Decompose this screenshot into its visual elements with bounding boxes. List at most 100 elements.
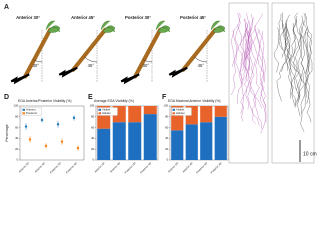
root-trace bbox=[231, 30, 236, 96]
root-trace bbox=[253, 28, 262, 129]
bar-segment bbox=[128, 106, 142, 123]
data-point bbox=[28, 138, 32, 141]
root-trace bbox=[292, 22, 304, 91]
bar-segment bbox=[200, 106, 213, 123]
root-trace bbox=[282, 24, 295, 107]
data-point bbox=[56, 123, 60, 126]
y-axis-label: Percentage bbox=[5, 124, 9, 141]
legend-swatch bbox=[98, 108, 101, 111]
root-trace bbox=[287, 15, 298, 71]
bar-segment bbox=[143, 114, 157, 160]
root-trace bbox=[276, 27, 288, 102]
stake bbox=[71, 28, 107, 72]
arrow bbox=[10, 73, 30, 85]
angle-label: 30° bbox=[143, 63, 150, 68]
y-tick-label: 0 bbox=[93, 158, 95, 162]
data-point bbox=[44, 144, 48, 148]
root-trace bbox=[281, 20, 292, 99]
root-trace bbox=[281, 25, 291, 72]
root-trace bbox=[297, 26, 310, 104]
leaves bbox=[100, 20, 116, 33]
legend-swatch bbox=[172, 108, 175, 111]
panel-label: E bbox=[88, 94, 93, 101]
legend-label: Posterior bbox=[26, 111, 37, 115]
bar-segment bbox=[143, 106, 157, 115]
figure: ABCDEFAnterior 30°30°Anterior 45°45°Post… bbox=[4, 2, 317, 175]
leaves bbox=[155, 20, 171, 33]
angle-label: 30° bbox=[33, 63, 40, 68]
root-trace bbox=[277, 13, 284, 51]
stake bbox=[23, 28, 52, 79]
leaves bbox=[45, 20, 61, 33]
data-point bbox=[40, 118, 44, 122]
bar-segment bbox=[128, 122, 142, 160]
root-trace bbox=[303, 13, 313, 98]
arrow bbox=[58, 66, 78, 78]
root-trace bbox=[244, 29, 256, 60]
root-trace bbox=[245, 27, 267, 108]
root-trace bbox=[260, 31, 267, 134]
root-trace bbox=[273, 12, 284, 73]
stake bbox=[133, 28, 162, 79]
chart-title: Average EGA Visibility (%) bbox=[94, 99, 134, 103]
y-tick-label: 0 bbox=[17, 158, 19, 162]
legend-swatch bbox=[22, 112, 25, 115]
legend-label: Hidden bbox=[176, 111, 185, 115]
subpanel-title: Posterior 30° bbox=[125, 15, 151, 20]
root-trace bbox=[285, 22, 296, 106]
legend-label: Anterior bbox=[26, 108, 36, 112]
y-tick-label: 60 bbox=[91, 125, 95, 129]
bar-segment bbox=[214, 116, 227, 160]
scale-bar-label: 10 cm bbox=[303, 151, 317, 157]
stake bbox=[181, 28, 217, 72]
root-trace bbox=[247, 27, 260, 127]
y-tick-label: 80 bbox=[91, 115, 95, 119]
y-tick-label: 40 bbox=[15, 136, 19, 140]
legend-swatch bbox=[98, 112, 101, 115]
chart-title: EGA Anterior/Posterior Visibility (%) bbox=[18, 99, 71, 103]
legend-box bbox=[21, 107, 42, 116]
root-trace bbox=[292, 12, 302, 108]
root-trace bbox=[232, 12, 244, 81]
legend-box bbox=[171, 107, 192, 116]
angle-label: 45° bbox=[198, 63, 205, 68]
y-tick-label: 100 bbox=[14, 104, 19, 108]
data-point bbox=[72, 116, 76, 120]
subpanel-title: Anterior 45° bbox=[71, 15, 95, 20]
angle-arc bbox=[142, 59, 153, 63]
subpanel-title: Anterior 30° bbox=[16, 15, 40, 20]
arrow bbox=[120, 73, 140, 85]
y-tick-label: 100 bbox=[164, 104, 169, 108]
y-tick-label: 20 bbox=[15, 147, 19, 151]
root-trace bbox=[290, 20, 302, 117]
root-trace bbox=[304, 29, 312, 123]
bar-segment bbox=[185, 124, 198, 160]
data-point bbox=[76, 146, 80, 150]
bar-segment bbox=[97, 128, 111, 160]
y-tick-label: 60 bbox=[165, 125, 169, 129]
subpanel-title: Posterior 45° bbox=[180, 15, 206, 20]
legend-label: Hidden bbox=[102, 111, 111, 115]
root-trace bbox=[242, 28, 252, 71]
root-trace bbox=[246, 12, 250, 71]
bar-segment bbox=[171, 130, 184, 160]
y-tick-label: 20 bbox=[165, 147, 169, 151]
bar-segment bbox=[214, 106, 227, 117]
chart-title: EGA Maximal Anterior Visibility (%) bbox=[168, 99, 221, 103]
y-tick-label: 40 bbox=[165, 136, 169, 140]
panel-label: A bbox=[4, 4, 9, 11]
y-tick-label: 100 bbox=[90, 104, 95, 108]
root-trace bbox=[298, 20, 311, 75]
root-trace bbox=[237, 18, 247, 86]
angle-arc bbox=[194, 56, 208, 63]
angle-arc bbox=[32, 59, 43, 63]
legend-label: Visible bbox=[176, 108, 185, 112]
angle-label: 45° bbox=[88, 63, 95, 68]
legend-label: Visible bbox=[102, 108, 111, 112]
root-trace bbox=[293, 13, 306, 72]
angle-arc bbox=[84, 56, 98, 63]
panel-label: F bbox=[162, 94, 167, 101]
root-trace bbox=[284, 14, 290, 51]
bar-segment bbox=[112, 122, 126, 160]
y-tick-label: 40 bbox=[91, 136, 95, 140]
